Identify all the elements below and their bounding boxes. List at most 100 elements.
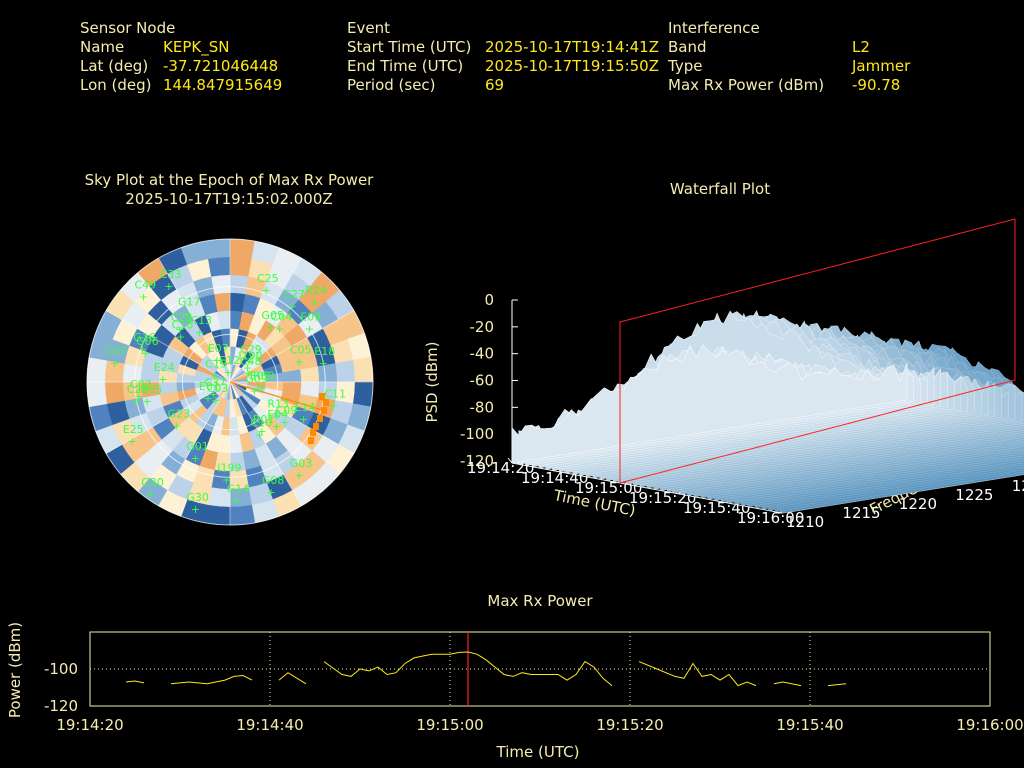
interference-band-value: L2 [852, 38, 870, 56]
sky-cell [229, 504, 256, 526]
satellite-marker: + [212, 354, 221, 367]
satellite-marker: + [164, 280, 173, 293]
satellite-marker: + [222, 474, 231, 487]
satellite-label: C05 [290, 344, 312, 357]
satellite-marker: + [110, 357, 119, 370]
azimuth-line [158, 381, 231, 507]
interference-band-label: Band [668, 38, 707, 56]
event-period-value: 69 [485, 76, 505, 94]
satellite-marker: + [131, 395, 140, 408]
time-tick-label: 19:14:20 [467, 459, 534, 477]
max-rx-power-title: Max Rx Power [487, 592, 593, 610]
jammer-track-point [317, 415, 323, 422]
satellite-label: E09 [300, 311, 321, 324]
satellite-label: E25 [123, 423, 144, 436]
azimuth-line [229, 310, 355, 383]
sensor-name-label: Name [80, 38, 125, 56]
sky-cell [352, 356, 374, 383]
satellite-marker: + [294, 469, 303, 482]
z-tick-label: -100 [460, 425, 494, 443]
sensor-name-value: KEPK_SN [163, 38, 230, 56]
satellite-label: C33 [160, 268, 182, 281]
satellite-label: G30 [141, 476, 164, 489]
power-series-line [773, 681, 802, 687]
z-axis-label: PSD (dBm) [423, 341, 441, 422]
max-rx-power-chart: 19:14:20 19:14:40 19:15:00 19:15:20 19:15:40… [6, 622, 1024, 761]
z-tick-label: -60 [470, 372, 495, 390]
sky-cell [104, 381, 125, 405]
satellite-marker: + [275, 322, 284, 335]
satellite-marker: + [203, 392, 212, 405]
satellite-marker: + [319, 357, 328, 370]
power-series-line [278, 672, 307, 685]
freq-tick-label: 1230 [1012, 477, 1024, 495]
satellite-marker: + [231, 494, 240, 507]
satellite-marker: + [195, 326, 204, 339]
satellite-label: G06 [136, 335, 159, 348]
satellite-marker: + [191, 452, 200, 465]
satellite-label: G09 [245, 372, 268, 385]
satellite-label: E07 [208, 342, 229, 355]
satellite-marker: + [139, 290, 148, 303]
satellite-label: G16 [133, 331, 156, 344]
satellite-marker: + [138, 343, 147, 356]
waterfall-title: Waterfall Plot [669, 180, 771, 198]
satellite-label: C11 [324, 388, 346, 401]
satellite-label: C29 [240, 343, 262, 356]
sky-cell [335, 359, 356, 383]
satellite-marker: + [146, 488, 155, 501]
satellite-label: G14 [227, 482, 250, 495]
sky-cell [204, 504, 231, 526]
satellite-marker: + [299, 413, 308, 426]
satellite-label: I195 [138, 383, 162, 396]
satellite-label: E03 [250, 370, 271, 383]
satellite-marker: + [191, 503, 200, 516]
freq-tick-label: 1215 [842, 504, 880, 522]
sky-cell [207, 256, 231, 277]
satellite-label: E14 [295, 401, 316, 414]
freq-tick-label: 1225 [955, 486, 993, 504]
satellite-label: C02 [130, 378, 152, 391]
satellite-marker: + [310, 296, 319, 309]
event-period-label: Period (sec) [347, 76, 436, 94]
satellite-marker: + [250, 384, 259, 397]
interference-heading: Interference [668, 19, 760, 37]
satellite-label: C03 [207, 382, 229, 395]
satellite-label: E01 [199, 380, 220, 393]
sensor-lat-value: -37.721046448 [163, 57, 279, 75]
satellite-label: C13 [190, 314, 212, 327]
satellite-label: C49 [134, 278, 156, 291]
waterfall-plot: 0-20-40-60-80-100-12019:14:2019:14:4019:… [423, 218, 1024, 531]
sky-cell [204, 238, 231, 260]
freq-tick-label: 1220 [899, 495, 937, 513]
satellite-label: G03 [290, 457, 313, 470]
sensor-heading: Sensor Node [80, 19, 176, 37]
satellite-label: G17 [178, 296, 201, 309]
max-power-plane [619, 218, 1016, 484]
sensor-lat-label: Lat (deg) [80, 57, 149, 75]
sensor-lon-label: Lon (deg) [80, 76, 152, 94]
azimuth-line [105, 310, 231, 383]
x-tick-label: 19:15:00 [416, 716, 483, 734]
jammer-track-point [308, 437, 314, 444]
satellite-marker: + [210, 369, 219, 382]
satellite-label: C10 [251, 416, 273, 429]
time-tick [507, 457, 513, 464]
satellite-marker: + [127, 435, 136, 448]
satellite-marker: + [176, 330, 185, 343]
satellite-marker: + [258, 382, 267, 395]
interference-type-value: Jammer [852, 57, 911, 75]
sky-cell [229, 238, 256, 260]
sky-cell [229, 256, 253, 277]
satellite-marker: + [288, 300, 297, 313]
satellite-label: R03 [253, 370, 275, 383]
sky-cell [86, 381, 108, 408]
satellite-label: C16 [172, 318, 194, 331]
sky-cell [86, 356, 108, 383]
satellite-label: E24 [154, 361, 175, 374]
sensor-lon-value: 144.847915649 [163, 76, 283, 94]
x-tick-label: 19:14:20 [56, 716, 123, 734]
x-tick-label: 19:15:40 [776, 716, 843, 734]
satellite-marker: + [272, 420, 281, 433]
